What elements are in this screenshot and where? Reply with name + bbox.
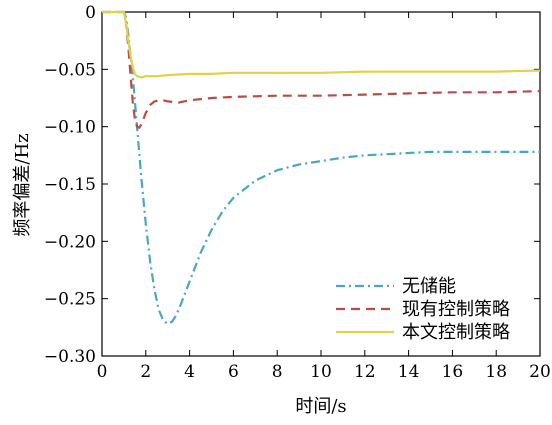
series-line xyxy=(102,10,541,129)
y-tick-label: −0.15 xyxy=(44,175,96,195)
x-tick-label: 0 xyxy=(97,362,108,382)
x-tick-label: 6 xyxy=(228,362,239,382)
y-tick-label: 0 xyxy=(85,3,96,23)
x-tick-label: 20 xyxy=(529,362,551,382)
x-axis-ticks: 0 2 4 6 8 10 12 14 16 18 20 xyxy=(97,12,551,382)
x-tick-label: 4 xyxy=(184,362,195,382)
x-axis-title: 时间/s xyxy=(295,396,346,417)
legend-label: 本文控制策略 xyxy=(402,322,510,343)
x-tick-label: 10 xyxy=(310,362,332,382)
y-axis-ticks: 0 −0.05 −0.10 −0.15 −0.20 −0.25 −0.30 xyxy=(44,3,540,367)
x-tick-label: 2 xyxy=(140,362,151,382)
x-tick-label: 18 xyxy=(485,362,507,382)
y-tick-label: −0.20 xyxy=(44,232,96,252)
legend-label: 无储能 xyxy=(402,276,456,297)
y-tick-label: −0.10 xyxy=(44,118,96,138)
x-tick-label: 14 xyxy=(398,362,420,382)
y-tick-label: −0.05 xyxy=(44,60,96,80)
x-tick-label: 16 xyxy=(442,362,464,382)
series-line xyxy=(102,10,540,325)
legend-label: 现有控制策略 xyxy=(402,299,510,320)
y-axis-title: 频率偏差/Hz xyxy=(12,133,33,236)
y-tick-label: −0.30 xyxy=(44,347,96,367)
x-tick-label: 8 xyxy=(272,362,283,382)
x-tick-label: 12 xyxy=(354,362,376,382)
y-tick-label: −0.25 xyxy=(44,290,96,310)
series-layer xyxy=(102,10,541,325)
series-line xyxy=(102,10,541,79)
